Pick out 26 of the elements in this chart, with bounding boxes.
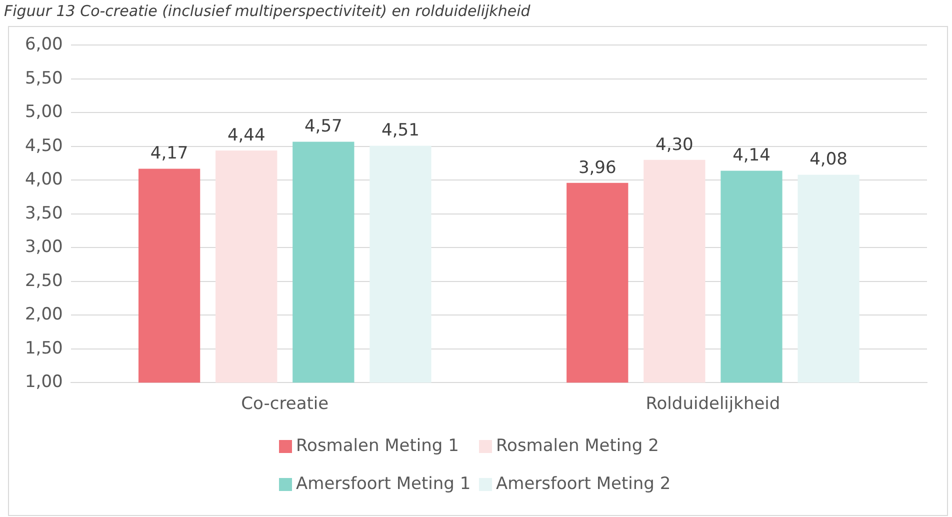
x-tick-label: Co-creatie [241, 394, 329, 414]
data-label: 4,30 [656, 134, 694, 155]
data-label: 4,44 [227, 125, 266, 146]
y-tick-label: 4,00 [24, 170, 63, 190]
y-tick-label: 2,50 [24, 270, 63, 291]
legend-label: Amersfoort Meting 1 [296, 474, 471, 494]
y-tick-label: 5,00 [24, 102, 63, 122]
y-tick-label: 1,50 [24, 338, 63, 358]
y-tick-label: 3,00 [24, 237, 63, 258]
legend-label: Rosmalen Meting 2 [496, 436, 659, 456]
data-label: 4,17 [150, 144, 188, 164]
y-tick-label: 5,50 [24, 68, 63, 88]
y-tick-label: 6,00 [24, 34, 63, 55]
legend-label: Rosmalen Meting 1 [296, 436, 459, 456]
y-tick-label: 4,50 [24, 136, 63, 156]
data-label: 4,08 [810, 150, 848, 170]
data-label: 4,14 [732, 146, 770, 166]
data-label: 4,51 [382, 120, 420, 141]
data-label: 4,57 [304, 116, 342, 137]
data-label: 3,96 [578, 158, 616, 178]
legend-label: Amersfoort Meting 2 [496, 474, 671, 494]
x-tick-label: Rolduidelijkheid [646, 394, 780, 414]
y-tick-label: 1,00 [24, 372, 63, 392]
y-tick-label: 2,00 [24, 304, 63, 325]
chart-title: Figuur 13 Co-creatie (inclusief multiperspectiviteit) en rolduidelijkheid [3, 1, 532, 22]
y-tick-label: 3,50 [24, 203, 63, 224]
